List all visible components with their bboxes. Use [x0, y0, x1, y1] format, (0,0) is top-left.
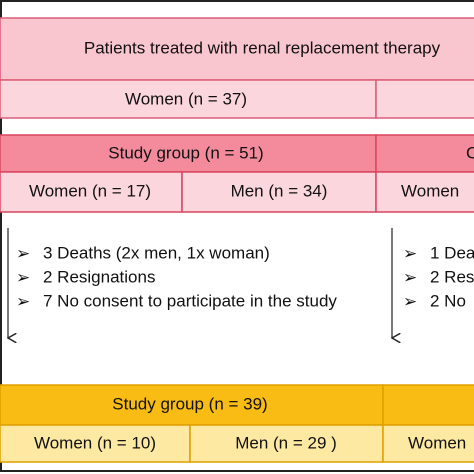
bullet: ➢	[16, 244, 30, 264]
study-women-box	[0, 171, 183, 213]
final-men-box	[189, 424, 384, 463]
exclusion: 2 No	[430, 291, 466, 310]
exclusion: 2 Resignations	[43, 267, 155, 286]
final-men: Men (n = 29 )	[235, 433, 337, 452]
bullet: ➢	[16, 268, 30, 288]
control-box	[375, 134, 474, 173]
control-women-box	[375, 171, 474, 213]
final-women-box	[0, 424, 191, 463]
final-control-box	[382, 384, 474, 426]
final-study-title: Study group (n = 39)	[112, 394, 267, 413]
control-title: C	[466, 143, 474, 162]
bullet: ➢	[403, 292, 417, 312]
control-women: Women	[401, 181, 459, 200]
exclusion: 7 No consent to participate in the study	[43, 291, 337, 310]
top-women-box	[0, 79, 377, 119]
study-men: Men (n = 34)	[231, 181, 328, 200]
bullet: ➢	[403, 268, 417, 288]
final-women: Women (n = 10)	[34, 433, 156, 452]
bullet: ➢	[403, 244, 417, 264]
exclusion: 3 Deaths (2x men, 1x woman)	[43, 243, 270, 262]
bullet: ➢	[16, 292, 30, 312]
study-women: Women (n = 17)	[29, 181, 151, 200]
top-women: Women (n = 37)	[125, 89, 247, 108]
final-control-women-box	[382, 424, 474, 463]
exclusion: 1 Dea	[430, 243, 474, 262]
exclusion: 2 Res	[430, 267, 474, 286]
final-control-women: Women	[408, 433, 466, 452]
top-men-box	[375, 79, 474, 119]
top-title: Patients treated with renal replacement …	[84, 38, 441, 57]
study-title: Study group (n = 51)	[108, 143, 263, 162]
